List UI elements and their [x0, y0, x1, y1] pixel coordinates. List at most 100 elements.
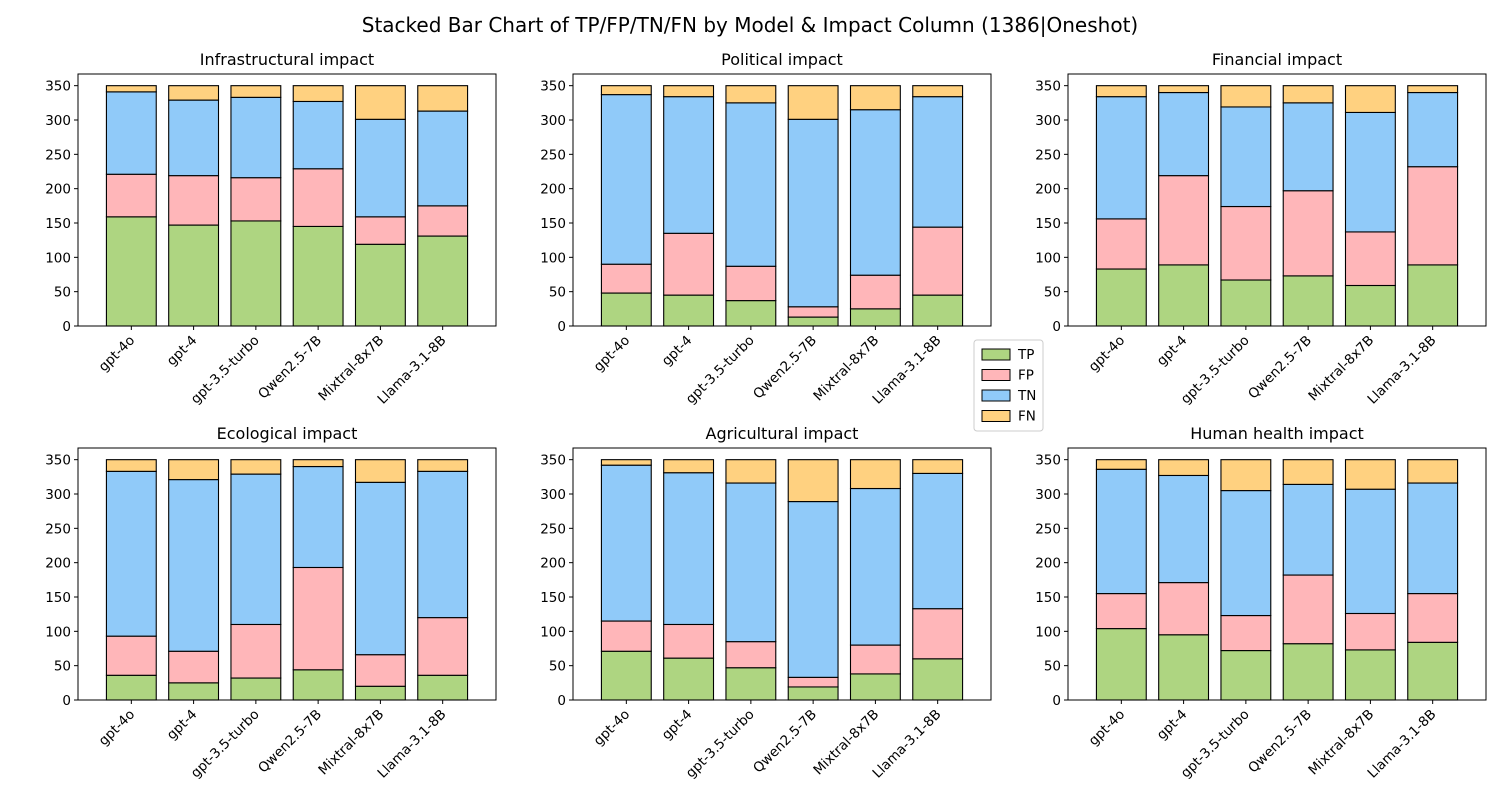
- y-tick-label: 0: [1052, 693, 1061, 709]
- bar-segment-tp-llama-3-1-8b: [912, 658, 964, 701]
- x-tick-label-gpt-4: gpt-4: [659, 333, 696, 370]
- y-tick-label: 50: [54, 659, 71, 675]
- bar-segment-tn-llama-3-1-8b: [1407, 91, 1459, 168]
- y-tick-label: 150: [540, 590, 566, 606]
- y-tick-label: 200: [45, 182, 71, 198]
- bar-segment-tp-gpt-4: [1158, 264, 1210, 327]
- bar-segment-fp-gpt-3-5-turbo: [1220, 614, 1272, 652]
- bar-segment-tp-gpt-4o: [600, 292, 652, 327]
- y-tick-label: 50: [549, 659, 566, 675]
- legend-frame: [973, 339, 1044, 432]
- bar-segment-fp-mixtral-8x7b: [1344, 612, 1396, 651]
- bar-segment-tn-qwen2-5-7b: [787, 118, 839, 308]
- bar-segment-tp-qwen2-5-7b: [1282, 643, 1334, 701]
- bar-segment-tp-gpt-3-5-turbo: [230, 677, 282, 701]
- subplot-title: Ecological impact: [217, 424, 358, 443]
- subplot-title: Financial impact: [1212, 50, 1342, 69]
- bar-segment-fp-qwen2-5-7b: [1282, 190, 1334, 277]
- y-tick-label: 50: [54, 285, 71, 301]
- bar-segment-tp-mixtral-8x7b: [354, 685, 406, 701]
- bar-segment-tn-gpt-4: [1158, 91, 1210, 177]
- bar-segment-fn-gpt-4: [1158, 85, 1210, 94]
- y-tick-label: 350: [45, 453, 71, 469]
- legend-swatch-tn: [981, 389, 1011, 402]
- x-tick-label-gpt-4o: gpt-4o: [96, 707, 139, 750]
- bar-segment-fn-gpt-4: [663, 85, 715, 98]
- y-tick-label: 300: [540, 487, 566, 503]
- y-tick-label: 300: [1035, 113, 1061, 129]
- bar-segment-fp-mixtral-8x7b: [1344, 231, 1396, 287]
- bar-segment-fn-mixtral-8x7b: [849, 85, 901, 111]
- bar-segment-tp-gpt-4o: [105, 216, 157, 327]
- axes-frame: [572, 447, 992, 701]
- bar-segment-fp-gpt-4o: [105, 635, 157, 676]
- bar-segment-tp-gpt-4: [168, 682, 220, 701]
- subplot-title: Human health impact: [1190, 424, 1364, 443]
- y-tick-label: 50: [1044, 285, 1061, 301]
- bar-segment-tn-mixtral-8x7b: [354, 118, 406, 218]
- y-tick-label: 200: [540, 556, 566, 572]
- y-tick-label: 100: [45, 250, 71, 266]
- bar-segment-fp-mixtral-8x7b: [354, 654, 406, 687]
- bar-segment-fn-gpt-3-5-turbo: [1220, 459, 1272, 492]
- bar-segment-tp-qwen2-5-7b: [787, 686, 839, 701]
- bar-segment-tp-gpt-4o: [1095, 268, 1147, 327]
- bar-segment-fn-llama-3-1-8b: [912, 85, 964, 98]
- bar-segment-fn-llama-3-1-8b: [912, 459, 964, 474]
- bar-segment-fp-gpt-4o: [1095, 593, 1147, 630]
- bar-segment-tp-llama-3-1-8b: [912, 294, 964, 327]
- bar-segment-fn-qwen2-5-7b: [787, 459, 839, 503]
- subplot-title: Infrastructural impact: [200, 50, 374, 69]
- bar-segment-fn-qwen2-5-7b: [292, 459, 344, 468]
- y-tick-label: 200: [1035, 182, 1061, 198]
- x-tick-label-gpt-4: gpt-4: [1154, 707, 1191, 744]
- bar-segment-fn-gpt-4o: [600, 85, 652, 96]
- y-tick-label: 250: [45, 521, 71, 537]
- bar-segment-tp-gpt-3-5-turbo: [725, 300, 777, 327]
- bar-segment-fn-llama-3-1-8b: [1407, 459, 1459, 484]
- bar-segment-fn-mixtral-8x7b: [354, 459, 406, 483]
- x-tick-label-qwen2-5-7b: Qwen2.5-7B: [1245, 333, 1315, 403]
- bar-segment-fp-mixtral-8x7b: [849, 274, 901, 310]
- legend-label-tp: TP: [1017, 347, 1034, 363]
- y-tick-label: 150: [45, 590, 71, 606]
- y-tick-label: 150: [540, 216, 566, 232]
- x-tick-label-qwen2-5-7b: Qwen2.5-7B: [750, 707, 820, 777]
- bar-segment-fn-gpt-4: [663, 459, 715, 474]
- bar-segment-fp-llama-3-1-8b: [1407, 166, 1459, 266]
- subplot-ecological-impact: Ecological impact 0 50 100 150 200 250 300 350 gp…: [45, 424, 497, 781]
- axes-frame: [1067, 73, 1487, 327]
- bar-segment-fp-gpt-4: [168, 175, 220, 226]
- y-tick-label: 200: [1035, 556, 1061, 572]
- bar-segment-fp-gpt-4: [168, 650, 220, 684]
- legend-label-tn: TN: [1017, 388, 1036, 404]
- bar-segment-tn-mixtral-8x7b: [1344, 111, 1396, 233]
- bar-segment-fp-qwen2-5-7b: [292, 566, 344, 671]
- bar-segment-fn-gpt-3-5-turbo: [230, 85, 282, 98]
- bar-segment-fp-qwen2-5-7b: [292, 168, 344, 227]
- y-tick-label: 0: [62, 693, 71, 709]
- x-tick-label-gpt-4o: gpt-4o: [1086, 333, 1129, 376]
- bar-segment-tn-gpt-4: [663, 472, 715, 626]
- y-tick-label: 100: [45, 624, 71, 640]
- bar-segment-tn-mixtral-8x7b: [849, 109, 901, 276]
- bar-segment-tn-qwen2-5-7b: [292, 465, 344, 569]
- bar-segment-fn-gpt-3-5-turbo: [725, 459, 777, 484]
- y-tick-label: 350: [540, 453, 566, 469]
- x-tick-label-gpt-4: gpt-4: [659, 707, 696, 744]
- bar-segment-tn-qwen2-5-7b: [1282, 483, 1334, 576]
- bar-segment-fn-mixtral-8x7b: [1344, 85, 1396, 114]
- bar-segment-fn-qwen2-5-7b: [1282, 459, 1334, 485]
- bar-segment-tp-gpt-3-5-turbo: [230, 220, 282, 327]
- bar-segment-fp-gpt-4: [1158, 582, 1210, 636]
- y-tick-label: 350: [540, 79, 566, 95]
- bar-segment-tp-llama-3-1-8b: [1407, 264, 1459, 327]
- bar-segment-tn-gpt-3-5-turbo: [230, 96, 282, 179]
- y-tick-label: 0: [1052, 319, 1061, 335]
- bar-segment-fp-llama-3-1-8b: [417, 617, 469, 676]
- bar-segment-tn-gpt-3-5-turbo: [725, 482, 777, 643]
- y-tick-label: 150: [1035, 590, 1061, 606]
- axes-frame: [77, 447, 497, 701]
- bar-segment-tp-qwen2-5-7b: [787, 316, 839, 327]
- bar-segment-fp-qwen2-5-7b: [787, 676, 839, 688]
